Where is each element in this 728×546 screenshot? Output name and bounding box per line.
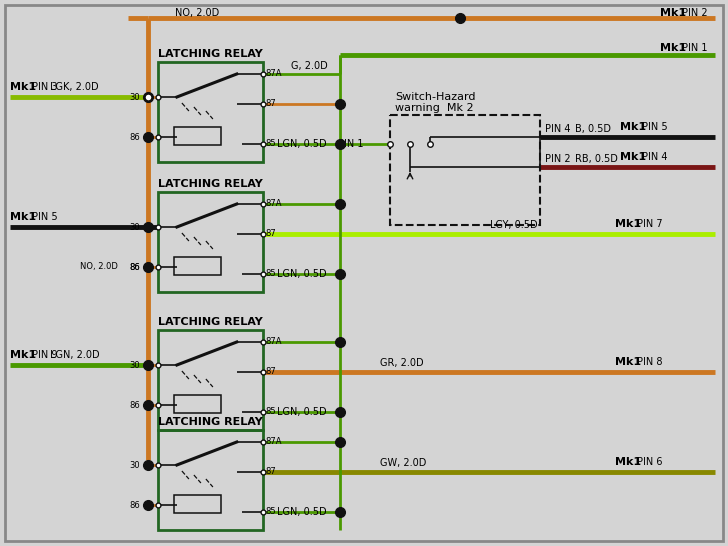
Bar: [390, 115, 540, 225]
Bar: [158, 330, 263, 430]
Text: 85: 85: [265, 507, 276, 517]
Text: 85: 85: [265, 270, 276, 278]
Text: G, 2.0D: G, 2.0D: [291, 61, 328, 71]
Text: B, 0.5D: B, 0.5D: [575, 124, 611, 134]
Text: warning  Mk 2: warning Mk 2: [395, 103, 474, 113]
Text: 86: 86: [130, 263, 140, 271]
Text: PIN 8: PIN 8: [637, 357, 662, 367]
Text: Mk1: Mk1: [10, 350, 36, 360]
Text: 86: 86: [130, 401, 140, 410]
Text: GR, 2.0D: GR, 2.0D: [380, 358, 424, 368]
Bar: [174, 395, 221, 413]
Text: PIN 3: PIN 3: [32, 82, 58, 92]
Text: 87A: 87A: [265, 199, 282, 207]
Text: 86: 86: [130, 263, 140, 271]
Bar: [158, 430, 263, 530]
Text: Mk1: Mk1: [10, 82, 36, 92]
Text: 87A: 87A: [265, 336, 282, 346]
Text: LATCHING RELAY: LATCHING RELAY: [158, 417, 263, 427]
Text: PIN 7: PIN 7: [637, 219, 662, 229]
Text: Switch-Hazard: Switch-Hazard: [395, 92, 475, 102]
Text: PIN 6: PIN 6: [637, 457, 662, 467]
Text: LGN, 0.5D: LGN, 0.5D: [277, 139, 327, 149]
Text: 87A: 87A: [265, 68, 282, 78]
Text: Mk1: Mk1: [615, 457, 641, 467]
Text: 87: 87: [265, 467, 276, 477]
Text: Mk1: Mk1: [620, 122, 646, 132]
Text: Mk1: Mk1: [620, 152, 646, 162]
Text: Mk1: Mk1: [615, 357, 641, 367]
Text: 30: 30: [130, 360, 140, 370]
Text: Mk1: Mk1: [660, 8, 686, 18]
Text: 87: 87: [265, 99, 276, 109]
Text: PIN 1: PIN 1: [338, 139, 363, 149]
Text: Mk1: Mk1: [615, 219, 641, 229]
Text: NO, 2.0D: NO, 2.0D: [80, 263, 118, 271]
Text: 30: 30: [130, 223, 140, 232]
Text: LGN, 0.5D: LGN, 0.5D: [277, 507, 327, 517]
Bar: [158, 62, 263, 162]
Text: 87: 87: [265, 367, 276, 377]
Text: 87A: 87A: [265, 436, 282, 446]
Text: Mk1: Mk1: [660, 43, 686, 53]
Text: LGK, 2.0D: LGK, 2.0D: [50, 82, 98, 92]
Text: LGN, 0.5D: LGN, 0.5D: [277, 407, 327, 417]
Text: 87: 87: [265, 229, 276, 239]
Text: PIN 9: PIN 9: [32, 350, 58, 360]
Text: LGY, 0.5D: LGY, 0.5D: [490, 220, 537, 230]
Text: PIN 1: PIN 1: [682, 43, 708, 53]
Text: 85: 85: [265, 139, 276, 149]
Text: LATCHING RELAY: LATCHING RELAY: [158, 49, 263, 59]
Bar: [158, 192, 263, 292]
Text: 86: 86: [130, 133, 140, 141]
Text: PIN 4: PIN 4: [642, 152, 668, 162]
Text: GW, 2.0D: GW, 2.0D: [380, 458, 427, 468]
Text: Mk1: Mk1: [10, 212, 36, 222]
Bar: [174, 127, 221, 145]
Text: LATCHING RELAY: LATCHING RELAY: [158, 317, 263, 327]
Text: LGN, 0.5D: LGN, 0.5D: [277, 269, 327, 279]
Text: PIN 2: PIN 2: [682, 8, 708, 18]
Text: 30: 30: [130, 92, 140, 102]
Bar: [174, 495, 221, 513]
Text: 86: 86: [130, 501, 140, 509]
Text: NO, 2.0D: NO, 2.0D: [175, 8, 219, 18]
Text: 30: 30: [130, 460, 140, 470]
Bar: [174, 257, 221, 275]
Text: 85: 85: [265, 407, 276, 417]
Text: PIN 2: PIN 2: [545, 154, 571, 164]
Text: PIN 4: PIN 4: [545, 124, 571, 134]
Text: LATCHING RELAY: LATCHING RELAY: [158, 179, 263, 189]
Text: LGN, 2.0D: LGN, 2.0D: [50, 350, 100, 360]
Text: RB, 0.5D: RB, 0.5D: [575, 154, 618, 164]
Text: PIN 5: PIN 5: [32, 212, 58, 222]
Text: PIN 5: PIN 5: [642, 122, 668, 132]
